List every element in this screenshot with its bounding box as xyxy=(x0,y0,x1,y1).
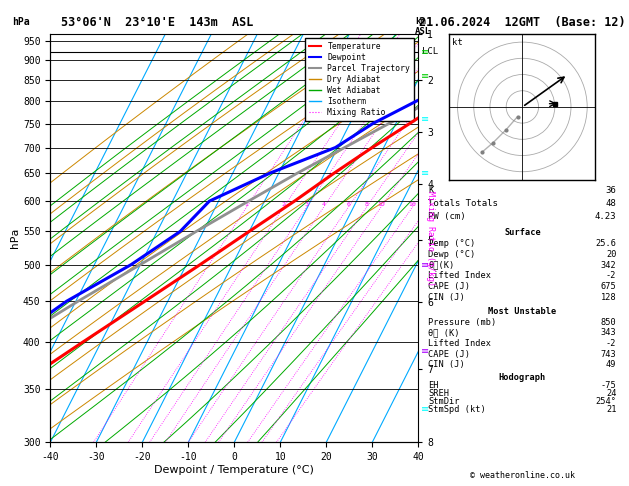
Text: ≡: ≡ xyxy=(421,48,430,57)
Text: 8: 8 xyxy=(365,202,369,207)
Text: 342: 342 xyxy=(601,260,616,270)
Text: 16: 16 xyxy=(409,202,416,207)
Text: StmSpd (kt): StmSpd (kt) xyxy=(428,405,486,414)
Legend: Temperature, Dewpoint, Parcel Trajectory, Dry Adiabat, Wet Adiabat, Isotherm, Mi: Temperature, Dewpoint, Parcel Trajectory… xyxy=(305,38,415,121)
Y-axis label: hPa: hPa xyxy=(10,228,20,248)
Text: 36: 36 xyxy=(606,186,616,195)
Text: K: K xyxy=(428,186,434,195)
Text: 743: 743 xyxy=(601,349,616,359)
Text: SREH: SREH xyxy=(428,389,449,398)
Text: 128: 128 xyxy=(601,293,616,302)
Text: Lifted Index: Lifted Index xyxy=(428,271,491,280)
Text: Temp (°C): Temp (°C) xyxy=(428,239,476,248)
Text: km
ASL: km ASL xyxy=(415,17,431,36)
Text: © weatheronline.co.uk: © weatheronline.co.uk xyxy=(470,470,574,480)
Text: CIN (J): CIN (J) xyxy=(428,360,465,369)
Text: 4: 4 xyxy=(322,202,326,207)
Text: CAPE (J): CAPE (J) xyxy=(428,282,470,291)
Text: 24: 24 xyxy=(606,389,616,398)
Text: 3: 3 xyxy=(305,202,309,207)
Text: ≡: ≡ xyxy=(421,114,430,124)
Text: ≡: ≡ xyxy=(421,71,430,81)
Text: Pressure (mb): Pressure (mb) xyxy=(428,318,497,327)
Text: ≡: ≡ xyxy=(421,260,430,270)
Text: Mixing Ratio (g/kg): Mixing Ratio (g/kg) xyxy=(426,191,435,286)
Text: θᴇ (K): θᴇ (K) xyxy=(428,329,460,337)
Text: LCL: LCL xyxy=(422,48,438,56)
Text: hPa: hPa xyxy=(13,17,30,27)
Text: CIN (J): CIN (J) xyxy=(428,293,465,302)
Text: 25.6: 25.6 xyxy=(596,239,616,248)
Text: Most Unstable: Most Unstable xyxy=(488,308,557,316)
X-axis label: Dewpoint / Temperature (°C): Dewpoint / Temperature (°C) xyxy=(154,465,314,475)
Text: StmDir: StmDir xyxy=(428,397,460,406)
Text: 6: 6 xyxy=(347,202,350,207)
Text: ≡: ≡ xyxy=(421,404,430,414)
Text: 21: 21 xyxy=(606,405,616,414)
Text: 675: 675 xyxy=(601,282,616,291)
Text: Surface: Surface xyxy=(504,228,541,237)
Text: 49: 49 xyxy=(606,360,616,369)
Text: 53°06'N  23°10'E  143m  ASL: 53°06'N 23°10'E 143m ASL xyxy=(61,16,253,29)
Text: -75: -75 xyxy=(601,381,616,390)
Text: 343: 343 xyxy=(601,329,616,337)
Text: Totals Totals: Totals Totals xyxy=(428,199,498,208)
Text: kt: kt xyxy=(452,38,463,48)
Text: Dewp (°C): Dewp (°C) xyxy=(428,250,476,259)
Text: 20: 20 xyxy=(606,250,616,259)
Text: 254°: 254° xyxy=(596,397,616,406)
Text: 2: 2 xyxy=(282,202,286,207)
Text: θᴇ(K): θᴇ(K) xyxy=(428,260,455,270)
Text: 1: 1 xyxy=(245,202,248,207)
Text: -2: -2 xyxy=(606,339,616,348)
Text: ≡: ≡ xyxy=(421,346,430,356)
Text: PW (cm): PW (cm) xyxy=(428,212,466,222)
Text: 850: 850 xyxy=(601,318,616,327)
Text: ≡: ≡ xyxy=(421,168,430,178)
Text: 21.06.2024  12GMT  (Base: 12): 21.06.2024 12GMT (Base: 12) xyxy=(419,16,625,29)
Text: -2: -2 xyxy=(606,271,616,280)
Text: 4.23: 4.23 xyxy=(595,212,616,222)
Text: 48: 48 xyxy=(606,199,616,208)
Text: 10: 10 xyxy=(377,202,385,207)
Text: Lifted Index: Lifted Index xyxy=(428,339,491,348)
Text: Hodograph: Hodograph xyxy=(499,373,546,382)
Text: CAPE (J): CAPE (J) xyxy=(428,349,470,359)
Text: EH: EH xyxy=(428,381,439,390)
